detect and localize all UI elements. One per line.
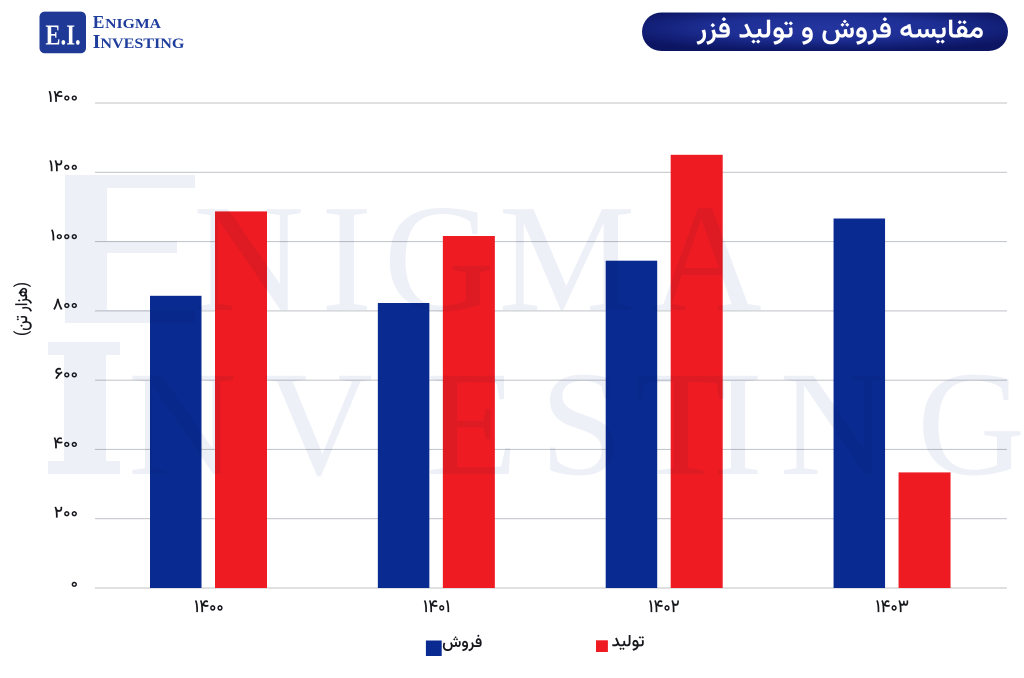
svg-text:NVESTING: NVESTING: [100, 36, 184, 52]
svg-text:NIGMA: NIGMA: [105, 17, 162, 32]
svg-text:S: S: [540, 341, 623, 507]
svg-text:G: G: [384, 174, 495, 344]
svg-text:V: V: [265, 341, 373, 507]
svg-text:G: G: [917, 341, 1024, 507]
svg-text:T: T: [635, 341, 727, 507]
svg-text:A: A: [651, 174, 762, 344]
svg-text:I: I: [321, 174, 372, 344]
svg-text:I: I: [713, 341, 763, 507]
svg-text:N: N: [193, 174, 304, 344]
svg-text:E: E: [93, 12, 105, 32]
svg-text:I: I: [93, 32, 101, 53]
svg-text:M: M: [499, 174, 636, 344]
svg-text:E: E: [426, 341, 518, 507]
svg-text:N: N: [128, 341, 236, 507]
svg-text:E.I.: E.I.: [45, 21, 80, 52]
svg-text:N: N: [780, 341, 888, 507]
